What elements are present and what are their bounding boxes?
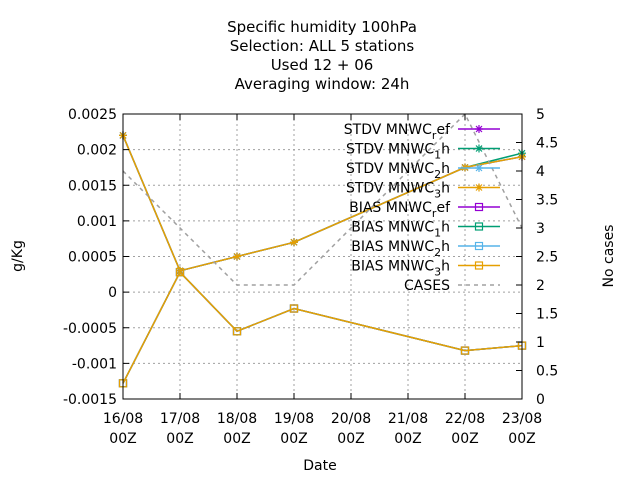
x-tick-label-hour: 00Z: [109, 431, 136, 447]
y2-tick-label: 4: [536, 164, 545, 180]
legend-entry: STDV MNWC3h: [346, 181, 500, 201]
y2-axis-label: No cases: [601, 225, 617, 288]
y-tick-label: 0.002: [77, 143, 117, 159]
legend-entry: BIAS MNWC2h: [351, 239, 500, 259]
data-point: [460, 346, 470, 355]
data-point: [474, 261, 484, 270]
series-line: [122, 135, 523, 272]
legend-label: BIAS MNWC2h: [351, 239, 450, 259]
x-tick-label-hour: 00Z: [280, 431, 307, 447]
y-tick-label: -0.0005: [63, 321, 117, 337]
data-point: [475, 183, 483, 192]
x-tick-label-hour: 00Z: [508, 431, 535, 447]
x-tick-label-hour: 00Z: [223, 431, 250, 447]
legend-entry: CASES: [404, 278, 500, 294]
data-point: [289, 304, 299, 313]
x-tick-label-hour: 00Z: [394, 431, 421, 447]
x-tick-label-date: 20/08: [331, 411, 371, 427]
data-point: [474, 241, 484, 251]
y2-tick-label: 0.5: [536, 364, 558, 380]
legend-label: BIAS MNWCref: [349, 200, 451, 220]
data-point: [176, 266, 184, 275]
y-tick-label: 0.001: [77, 214, 117, 230]
legend-entry: STDV MNWC2h: [346, 161, 500, 181]
legend-entry: BIAS MNWC3h: [351, 259, 500, 279]
legend-entry: STDV MNWCref: [344, 122, 500, 142]
series-0: [119, 131, 526, 275]
series-line: [122, 112, 523, 286]
data-point: [233, 252, 241, 261]
x-tick-label-hour: 00Z: [337, 431, 364, 447]
x-tick-label-date: 18/08: [217, 411, 257, 427]
y-axis-label: g/Kg: [10, 240, 26, 272]
y2-tick-label: 2: [536, 278, 545, 294]
x-tick-label-date: 19/08: [274, 411, 314, 427]
series-line: [122, 270, 523, 384]
x-tick-label-date: 23/08: [502, 411, 542, 427]
x-tick-label-date: 21/08: [388, 411, 428, 427]
data-point: [474, 222, 484, 231]
data-point: [232, 327, 242, 336]
x-tick-label-date: 22/08: [445, 411, 485, 427]
y-tick-label: -0.0015: [63, 392, 117, 408]
legend-entry: BIAS MNWCref: [349, 200, 500, 220]
y2-tick-label: 1: [536, 335, 545, 351]
y2-tick-label: 5: [536, 107, 545, 123]
y-tick-label: -0.001: [72, 356, 117, 372]
y2-axis-ticks: 0 0.5 1 1.5 2 2.5 3 3.5 4 4.5 5: [516, 107, 558, 408]
data-point: [290, 238, 298, 247]
data-point: [475, 164, 483, 172]
data-point: [475, 144, 483, 153]
y2-tick-label: 0: [536, 392, 545, 408]
legend-label: STDV MNWC3h: [346, 181, 450, 201]
y2-tick-label: 1.5: [536, 307, 558, 323]
y-axis-ticks: -0.0015 -0.001 -0.0005 0 0.0005 0.001 0.0015 0.…: [63, 107, 129, 408]
series-7: [118, 268, 527, 388]
series-2: [119, 131, 526, 275]
y-tick-label: 0.0015: [68, 178, 117, 194]
legend-label: BIAS MNWC1h: [351, 220, 450, 240]
x-axis-label: Date: [303, 458, 336, 474]
data-point: [474, 202, 484, 212]
x-tick-label-hour: 00Z: [451, 431, 478, 447]
data-point: [175, 268, 185, 277]
series-8: [122, 112, 523, 286]
title-line-3: Used 12 + 06: [271, 56, 374, 74]
series-3: [119, 131, 526, 275]
series-line: [122, 270, 523, 384]
y2-tick-label: 4.5: [536, 136, 558, 152]
chart-title: Specific humidity 100hPa Selection: ALL …: [227, 18, 417, 93]
series-line: [122, 270, 523, 384]
title-line-1: Specific humidity 100hPa: [227, 18, 417, 36]
series-line: [122, 135, 523, 272]
legend-entry: BIAS MNWC1h: [351, 220, 500, 240]
y2-tick-label: 3.5: [536, 193, 558, 209]
grid-lines: [123, 114, 522, 399]
x-axis-ticks: 16/08 00Z 17/08 00Z 18/08 00Z 19/08 00Z 20/08 00Z…: [103, 114, 542, 447]
y-tick-label: 0: [108, 285, 117, 301]
legend-label: CASES: [404, 278, 450, 294]
x-tick-label-date: 16/08: [103, 411, 143, 427]
legend-label: BIAS MNWC3h: [351, 259, 450, 279]
x-tick-label-hour: 00Z: [166, 431, 193, 447]
y-tick-label: 0.0005: [68, 250, 117, 266]
x-tick-label-date: 17/08: [160, 411, 200, 427]
y2-tick-label: 3: [536, 221, 545, 237]
series-1: [119, 131, 526, 275]
legend-label: STDV MNWC1h: [346, 142, 450, 162]
series-line: [122, 135, 523, 272]
y2-tick-label: 2.5: [536, 250, 558, 266]
series-line: [122, 135, 523, 272]
legend-entry: STDV MNWC1h: [346, 142, 500, 162]
data-point: [475, 125, 483, 133]
title-line-2: Selection: ALL 5 stations: [230, 37, 415, 55]
series-line: [122, 270, 523, 384]
legend-label: STDV MNWCref: [344, 122, 451, 142]
y-tick-label: 0.0025: [68, 107, 117, 123]
legend-label: STDV MNWC2h: [346, 161, 450, 181]
title-line-4: Averaging window: 24h: [235, 75, 410, 93]
